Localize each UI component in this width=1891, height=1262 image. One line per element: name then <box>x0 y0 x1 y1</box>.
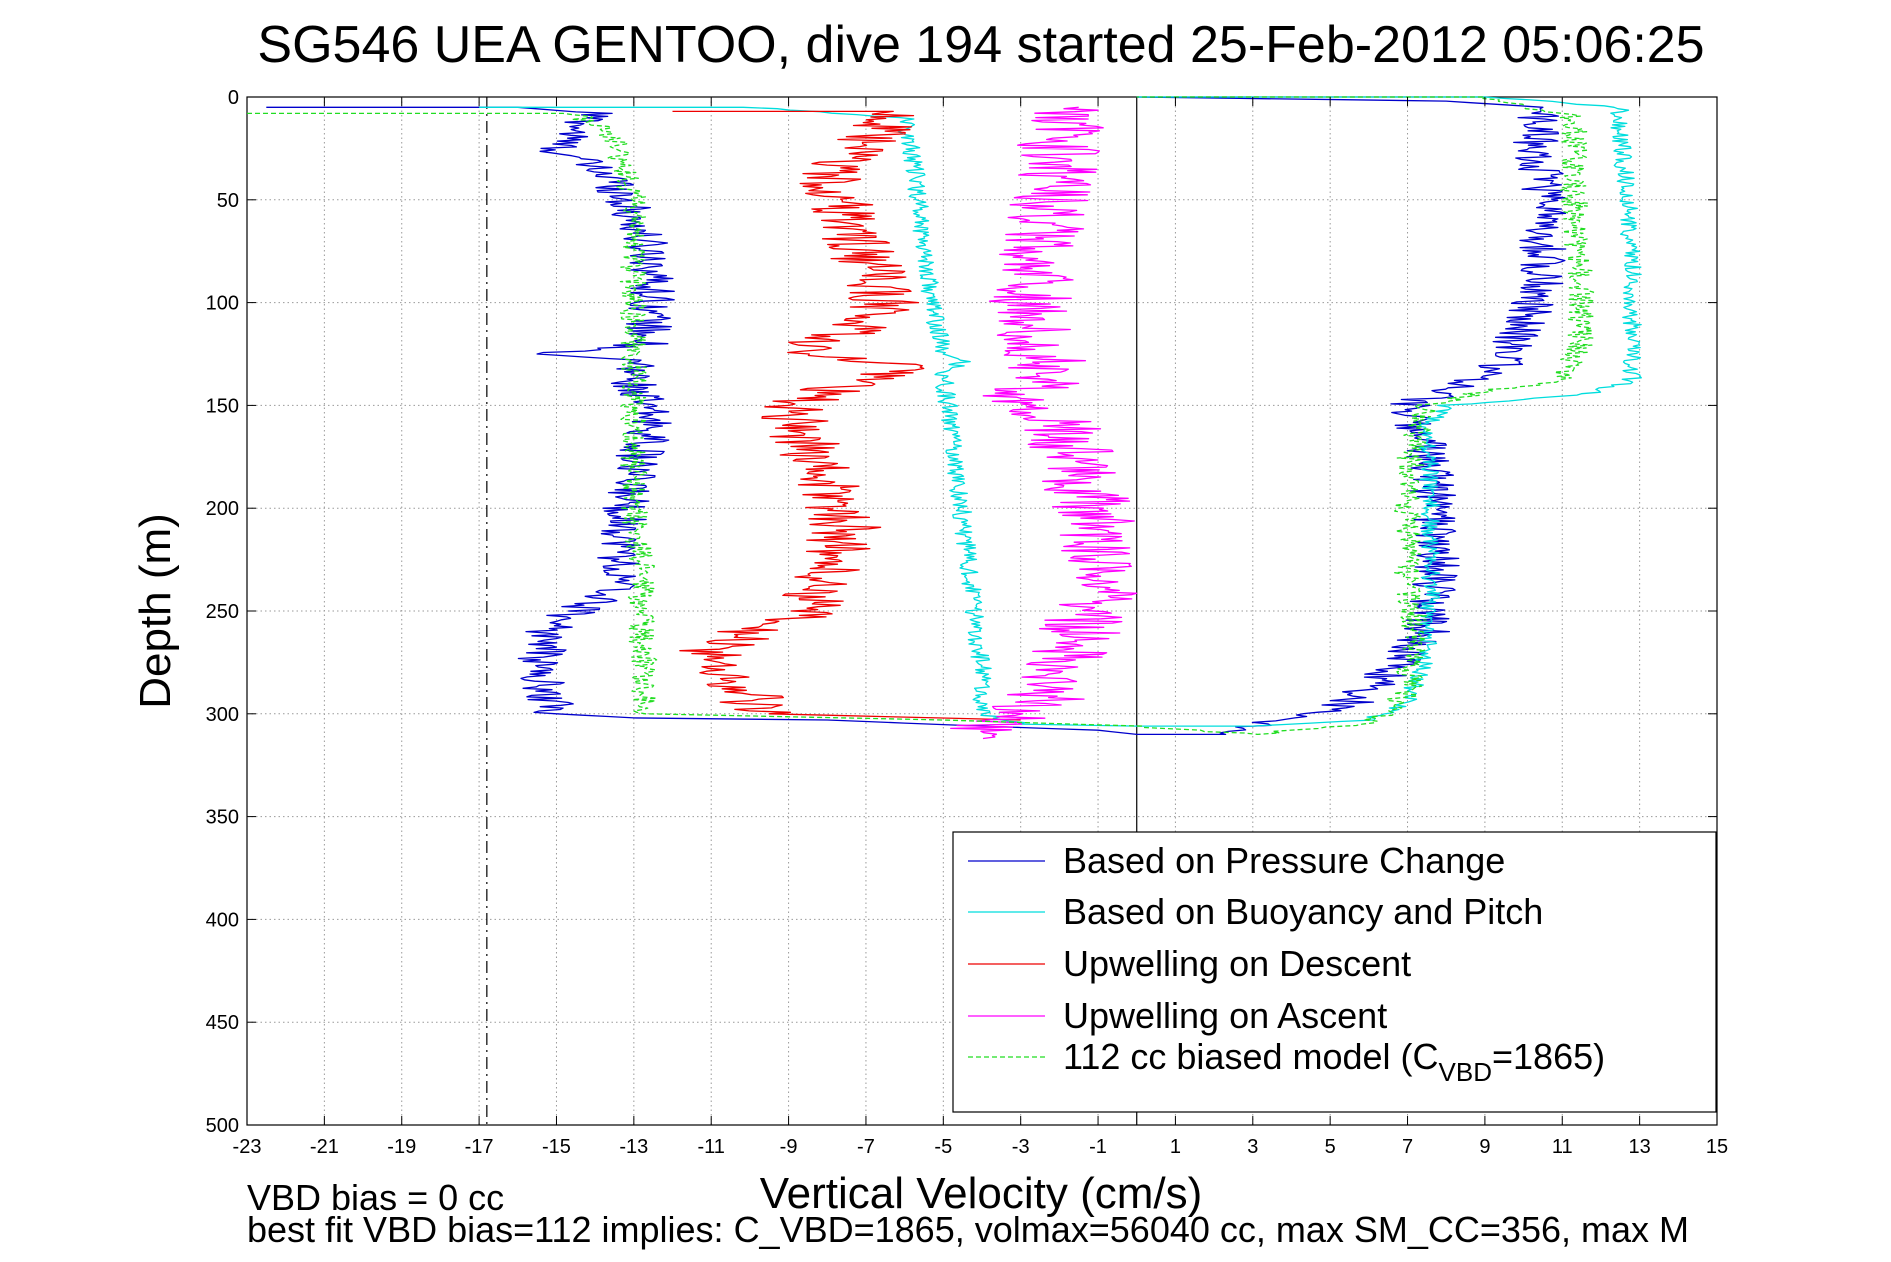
x-tick-label: -15 <box>542 1136 571 1158</box>
legend-entry: Upwelling on Ascent <box>1063 995 1387 1036</box>
series-line <box>266 96 1567 736</box>
x-tick-label: 11 <box>1552 1136 1573 1158</box>
y-tick-label: 400 <box>206 909 239 931</box>
series-line <box>950 106 1138 740</box>
y-tick-label: 350 <box>206 807 239 829</box>
y-tick-label: 500 <box>206 1115 239 1137</box>
x-tick-label: -21 <box>310 1136 339 1158</box>
x-tick-label: -9 <box>780 1136 798 1158</box>
legend-entry: Upwelling on Descent <box>1063 943 1411 984</box>
x-tick-label: -11 <box>697 1136 724 1158</box>
x-tick-label: 13 <box>1629 1136 1651 1158</box>
chart-title: SG546 UEA GENTOO, dive 194 started 25-Fe… <box>257 16 1704 74</box>
x-tick-label: 7 <box>1402 1136 1413 1158</box>
x-tick-label: -19 <box>387 1136 416 1158</box>
y-tick-label: 150 <box>206 395 239 417</box>
x-tick-label: 5 <box>1325 1136 1336 1158</box>
y-tick-label: 250 <box>206 601 239 623</box>
y-tick-label: 450 <box>206 1012 239 1034</box>
x-tick-label: 3 <box>1247 1136 1258 1158</box>
data-series <box>247 96 1642 740</box>
y-tick-label: 300 <box>206 704 239 726</box>
x-tick-label: 1 <box>1170 1136 1181 1158</box>
x-tick-label: -1 <box>1089 1136 1107 1158</box>
legend-box <box>952 831 1717 1113</box>
x-tick-label: 15 <box>1706 1136 1728 1158</box>
best-fit-note: best fit VBD bias=112 implies: C_VBD=186… <box>247 1209 1689 1250</box>
y-tick-label: 100 <box>206 293 239 315</box>
legend-entry: Based on Buoyancy and Pitch <box>1063 891 1543 932</box>
y-axis-label: Depth (m) <box>131 513 180 709</box>
x-tick-label: -23 <box>233 1136 262 1158</box>
x-tick-label: -7 <box>857 1136 875 1158</box>
legend-entry: Based on Pressure Change <box>1063 840 1505 881</box>
y-tick-label: 0 <box>228 87 239 109</box>
x-tick-label: -3 <box>1012 1136 1030 1158</box>
y-tick-label: 200 <box>206 498 239 520</box>
axis-ticks: -23 -21 -19 -17 -15 -13 -11 -9 -7 -5 -3 -1 1 3 5 7 9 11 13… <box>206 87 1729 1158</box>
x-tick-label: 9 <box>1479 1136 1490 1158</box>
series-line <box>672 110 1021 721</box>
legend: Based on Pressure Change Based on Buoyanc… <box>952 831 1717 1113</box>
x-tick-label: -5 <box>934 1136 952 1158</box>
y-tick-label: 50 <box>217 190 239 212</box>
x-tick-label: -13 <box>619 1136 648 1158</box>
series-line <box>479 96 1642 727</box>
x-axis-label: Vertical Velocity (cm/s) <box>760 1169 1203 1218</box>
vbd-bias-note: VBD bias = 0 cc <box>247 1177 504 1218</box>
x-tick-label: -17 <box>465 1136 494 1158</box>
series-line <box>247 96 1595 736</box>
